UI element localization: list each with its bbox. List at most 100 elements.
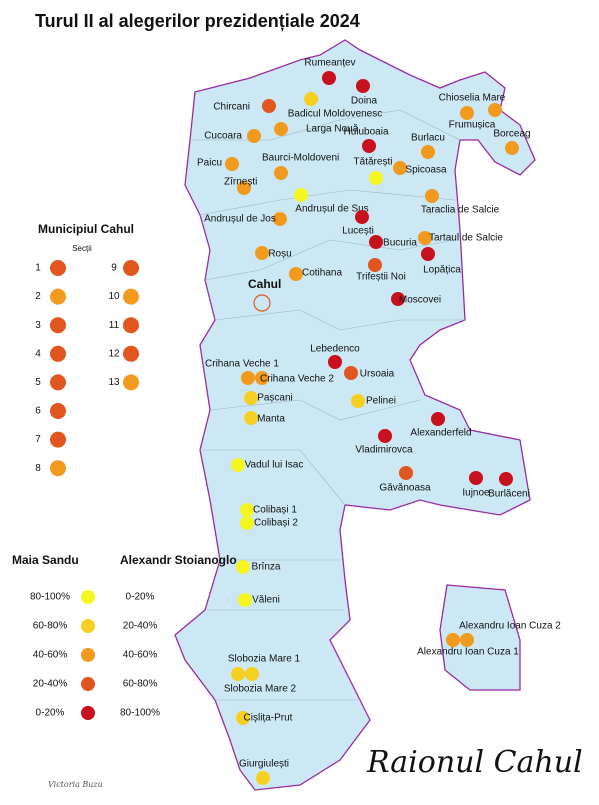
- section-marker: [50, 345, 66, 362]
- place-label: Tătărești: [354, 157, 393, 168]
- signature: Victoria Buzu: [48, 780, 103, 789]
- place-label: Vadul lui Isac: [245, 460, 304, 471]
- legend-sandu-label: 20-40%: [33, 679, 68, 690]
- place-label: Brînza: [252, 562, 281, 573]
- place-marker: [393, 161, 407, 175]
- legend-sandu-label: 60-80%: [33, 621, 68, 632]
- section-marker: [123, 345, 139, 362]
- place-label: Colibași 1: [253, 505, 297, 516]
- legend-marker: [81, 648, 95, 662]
- place-marker: [322, 71, 336, 85]
- legend-stoianoglo-label: 40-60%: [123, 650, 158, 661]
- place-marker: [469, 471, 483, 485]
- place-marker: [425, 189, 439, 203]
- city-marker: [253, 294, 271, 312]
- place-marker: [289, 267, 303, 281]
- legend-stoianoglo-label: 20-40%: [123, 621, 158, 632]
- place-marker: [344, 366, 358, 380]
- section-label: 2: [35, 291, 41, 302]
- place-marker: [237, 181, 251, 195]
- place-marker: [231, 667, 245, 681]
- place-marker: [369, 171, 383, 185]
- place-label: Chircani: [213, 102, 250, 113]
- section-label: 3: [35, 320, 41, 331]
- commune-borders: [190, 109, 465, 701]
- place-marker: [238, 593, 252, 607]
- section-label: 4: [35, 348, 41, 359]
- section-marker: [50, 431, 66, 448]
- city-label: Cahul: [248, 277, 281, 291]
- place-label: Alexanderfeld: [410, 428, 471, 439]
- place-label: Andrușul de Jos: [204, 214, 276, 225]
- section-label: 6: [35, 406, 41, 417]
- place-label: Trifeștii Noi: [356, 272, 406, 283]
- legend-sandu-label: 40-60%: [33, 650, 68, 661]
- place-marker: [446, 633, 460, 647]
- place-label: Pașcani: [257, 393, 293, 404]
- place-marker: [421, 145, 435, 159]
- section-label: 10: [108, 291, 120, 302]
- section-marker: [123, 260, 139, 276]
- place-label: Andrușul de Sus: [295, 204, 368, 215]
- place-label: Huluboaia: [343, 127, 388, 138]
- place-marker: [460, 633, 474, 647]
- place-label: Burlăceni: [488, 489, 530, 500]
- place-label: Tartaul de Salcie: [429, 233, 503, 244]
- place-label: Cișlița-Prut: [244, 713, 293, 724]
- place-marker: [240, 503, 254, 517]
- place-marker: [399, 466, 413, 480]
- section-label: 11: [109, 320, 120, 331]
- place-label: Moscovei: [399, 295, 441, 306]
- place-label: Giurgiulești: [239, 759, 289, 770]
- section-label: 1: [35, 263, 41, 274]
- legend-sandu-label: 80-100%: [30, 592, 70, 603]
- place-label: Spicoasa: [405, 165, 447, 176]
- place-marker: [355, 210, 369, 224]
- place-label: Cotihana: [302, 268, 342, 279]
- place-label: Manta: [257, 414, 285, 425]
- place-label: Larga Nouă: [306, 124, 359, 135]
- section-marker: [123, 317, 139, 334]
- section-label: 8: [35, 463, 41, 474]
- place-marker: [368, 258, 382, 272]
- place-marker: [244, 391, 258, 405]
- place-label: Zîrnești: [224, 177, 257, 188]
- place-marker: [460, 106, 474, 120]
- place-marker: [369, 235, 383, 249]
- place-label: Slobozia Mare 2: [224, 684, 297, 695]
- place-label: Crihana Veche 1: [205, 359, 279, 370]
- place-marker: [273, 212, 287, 226]
- title: Turul II al alegerilor prezidențiale 202…: [35, 11, 360, 31]
- place-marker: [362, 139, 376, 153]
- place-marker: [262, 99, 276, 113]
- legend-header: Maia Sandu: [12, 553, 79, 567]
- legend-header: Alexandr Stoianoglo: [120, 553, 237, 567]
- place-marker: [274, 166, 288, 180]
- place-marker: [391, 292, 405, 306]
- section-marker: [50, 317, 66, 334]
- place-marker: [240, 516, 254, 530]
- place-label: Vladimirovca: [355, 445, 413, 456]
- place-marker: [236, 560, 250, 574]
- section-label: 5: [35, 377, 41, 388]
- place-marker: [294, 188, 308, 202]
- section-marker: [123, 374, 139, 391]
- place-label: Lopățica: [423, 265, 461, 276]
- place-marker: [421, 247, 435, 261]
- legend-marker: [81, 590, 95, 604]
- section-label: 9: [111, 263, 117, 274]
- place-marker: [274, 122, 288, 136]
- place-marker: [247, 129, 261, 143]
- place-marker: [431, 412, 445, 426]
- place-marker: [244, 411, 258, 425]
- place-label: Pelinei: [366, 396, 396, 407]
- place-marker: [356, 79, 370, 93]
- place-label: Rumeanțev: [304, 58, 355, 69]
- place-marker: [255, 246, 269, 260]
- district-outline: [174, 39, 536, 791]
- place-marker: [231, 458, 245, 472]
- legend-stoianoglo-label: 60-80%: [123, 679, 158, 690]
- legend-marker: [81, 677, 95, 691]
- place-label: Colibași 2: [254, 518, 298, 529]
